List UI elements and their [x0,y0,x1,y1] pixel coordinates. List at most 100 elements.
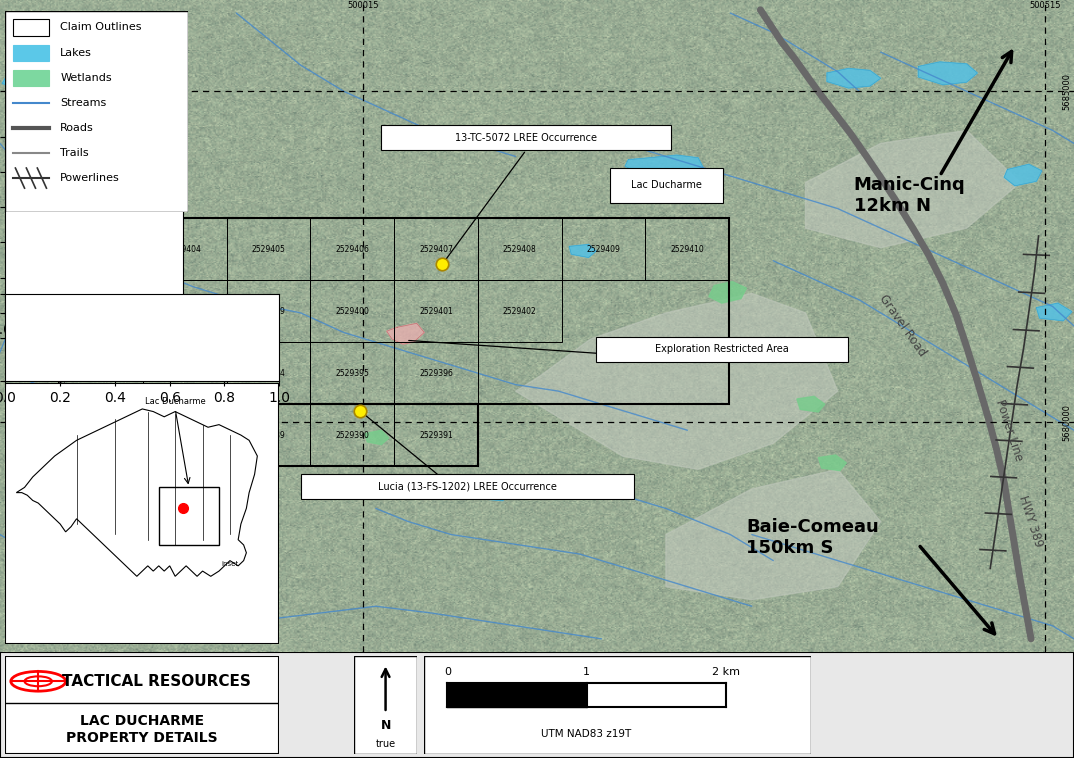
Text: 2529393: 2529393 [168,368,202,377]
Text: 5685000: 5685000 [1063,73,1072,110]
Text: 2529401: 2529401 [419,307,453,316]
Text: Roads: Roads [60,123,93,133]
Text: Exploration Restricted Area: Exploration Restricted Area [655,344,789,355]
Bar [310,280,394,343]
Bar [310,343,394,404]
Bar [394,218,478,280]
Polygon shape [478,487,510,500]
Bar [381,125,671,150]
Text: Gravel Road: Gravel Road [876,293,928,359]
Bar [227,404,310,466]
Polygon shape [666,469,881,600]
Bar [59,343,143,404]
Text: 500515: 500515 [1029,2,1061,11]
Polygon shape [105,235,127,248]
Text: 5680000: 5680000 [1063,404,1072,441]
Text: 500015: 500015 [347,2,379,11]
Polygon shape [797,396,825,412]
Text: inset: inset [221,561,238,567]
Text: Wetlands: Wetlands [60,73,112,83]
Bar [394,404,478,466]
Bar [596,337,848,362]
Text: 2529410: 2529410 [670,245,705,254]
Polygon shape [806,130,1020,248]
Text: 2529404: 2529404 [168,245,202,254]
Bar [301,474,634,499]
Text: 2529390: 2529390 [335,431,369,440]
Text: Lakes: Lakes [60,48,92,58]
Bar [143,404,478,466]
Polygon shape [827,68,881,88]
Bar [143,343,227,404]
Bar [227,218,310,280]
Bar [13,45,49,61]
Polygon shape [2,73,43,88]
Bar [394,280,478,343]
Text: 13-TC-5072 LREE Occurrence: 13-TC-5072 LREE Occurrence [455,133,597,143]
Text: N: N [380,719,391,731]
Text: Lac Ducharme: Lac Ducharme [145,396,205,406]
Text: 2529398: 2529398 [168,307,202,316]
Bar [310,404,394,466]
Polygon shape [750,337,779,353]
Text: 2529408: 2529408 [503,245,537,254]
Bar [310,218,394,280]
Text: 2529406: 2529406 [335,245,369,254]
Text: 2529389: 2529389 [251,431,286,440]
Text: true: true [376,739,395,749]
Bar [227,280,310,343]
Text: 2529397: 2529397 [84,307,118,316]
Text: 2529403: 2529403 [84,245,118,254]
Bar [13,70,49,86]
Text: 2529402: 2529402 [503,307,537,316]
Text: LAC DUCHARME
PROPERTY DETAILS: LAC DUCHARME PROPERTY DETAILS [67,715,218,744]
Text: 2529388: 2529388 [168,431,202,440]
Polygon shape [16,409,258,576]
Text: 2529399: 2529399 [251,307,286,316]
Text: Trails: Trails [60,148,89,158]
Bar [143,404,227,466]
Polygon shape [365,431,389,445]
Bar [13,20,49,36]
Bar [227,343,310,404]
Polygon shape [516,293,838,469]
Text: Streams: Streams [60,98,106,108]
Text: UTM NAD83 z19T: UTM NAD83 z19T [541,729,632,740]
Text: 2529395: 2529395 [335,368,369,377]
Bar [59,218,143,280]
Text: 2529400: 2529400 [335,307,369,316]
Text: 2 km: 2 km [712,667,740,678]
Text: Claim Outlines: Claim Outlines [60,23,142,33]
Text: 1: 1 [583,667,590,678]
Bar [394,343,478,404]
Text: Powerlines: Powerlines [60,173,120,183]
Polygon shape [387,324,424,344]
Bar [478,280,562,343]
Bar [478,218,562,280]
Bar [59,280,143,343]
Polygon shape [709,282,746,303]
Text: TACTICAL RESOURCES: TACTICAL RESOURCES [61,674,250,689]
Text: 2529391: 2529391 [419,431,453,440]
Text: Manic-Cinq
12km N: Manic-Cinq 12km N [854,176,966,215]
Bar [143,218,227,280]
Text: 2529405: 2529405 [251,245,286,254]
Text: 2529409: 2529409 [586,245,621,254]
Text: Lac Ducharme: Lac Ducharme [632,180,701,190]
Text: Lucia (13-FS-1202) LREE Occurrence: Lucia (13-FS-1202) LREE Occurrence [378,481,556,491]
Text: Power Line: Power Line [993,398,1026,462]
Bar [562,218,645,280]
Bar [610,168,723,203]
Polygon shape [180,347,204,360]
Text: 2529407: 2529407 [419,245,453,254]
Polygon shape [818,455,846,471]
Polygon shape [625,155,703,181]
Polygon shape [1036,303,1072,321]
Bar [159,487,219,545]
Text: 2529394: 2529394 [251,368,286,377]
Text: Baie-Comeau
150km S: Baie-Comeau 150km S [746,518,880,557]
Bar [645,218,729,280]
Text: Lamarche: Lamarche [56,340,73,390]
Polygon shape [918,62,977,85]
Polygon shape [569,244,596,258]
